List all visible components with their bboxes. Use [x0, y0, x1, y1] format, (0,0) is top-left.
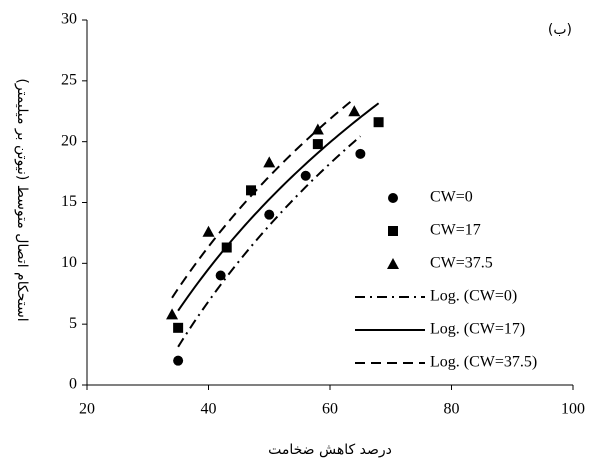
- legend-label: CW=37.5: [430, 255, 493, 272]
- legend-label: Log. (CW=37.5): [430, 354, 537, 371]
- legend-label: CW=17: [430, 222, 481, 239]
- x-tick-label: 40: [201, 401, 217, 418]
- legend-label: CW=0: [430, 189, 473, 206]
- x-tick-label: 100: [561, 401, 585, 418]
- point: [355, 148, 366, 159]
- point: [166, 308, 179, 320]
- trendline: [177, 102, 380, 312]
- point: [348, 105, 361, 117]
- legend-marker: [388, 226, 398, 236]
- point: [300, 170, 311, 181]
- point: [263, 156, 276, 168]
- point: [173, 355, 184, 366]
- point: [215, 270, 226, 281]
- trendline: [177, 135, 362, 348]
- chart-title: (ب): [548, 22, 572, 38]
- y-tick-label: 5: [69, 315, 77, 332]
- x-tick-label: 20: [79, 401, 95, 418]
- point: [373, 117, 384, 128]
- point: [311, 123, 324, 135]
- x-tick-label: 60: [322, 401, 338, 418]
- point: [202, 225, 215, 237]
- y-tick-label: 0: [69, 376, 77, 393]
- y-tick-label: 30: [61, 11, 77, 28]
- legend-label: Log. (CW=0): [430, 288, 517, 305]
- x-tick-label: 80: [444, 401, 460, 418]
- point: [173, 322, 184, 333]
- y-tick-label: 20: [61, 132, 77, 149]
- point: [312, 139, 323, 150]
- legend-marker: [387, 258, 399, 269]
- y-tick-label: 10: [61, 254, 77, 271]
- y-tick-label: 25: [61, 72, 77, 89]
- x-axis-label: درصد کاهش ضخامت: [268, 442, 392, 458]
- legend-marker: [388, 193, 398, 203]
- point: [221, 242, 232, 253]
- point: [264, 209, 275, 220]
- y-tick-label: 15: [61, 193, 77, 210]
- y-axis-label: استحکام اتصال متوسط (نیوتن بر میلیمتر): [14, 78, 30, 321]
- legend-label: Log. (CW=17): [430, 321, 525, 338]
- trendline: [171, 97, 355, 299]
- point: [246, 185, 257, 196]
